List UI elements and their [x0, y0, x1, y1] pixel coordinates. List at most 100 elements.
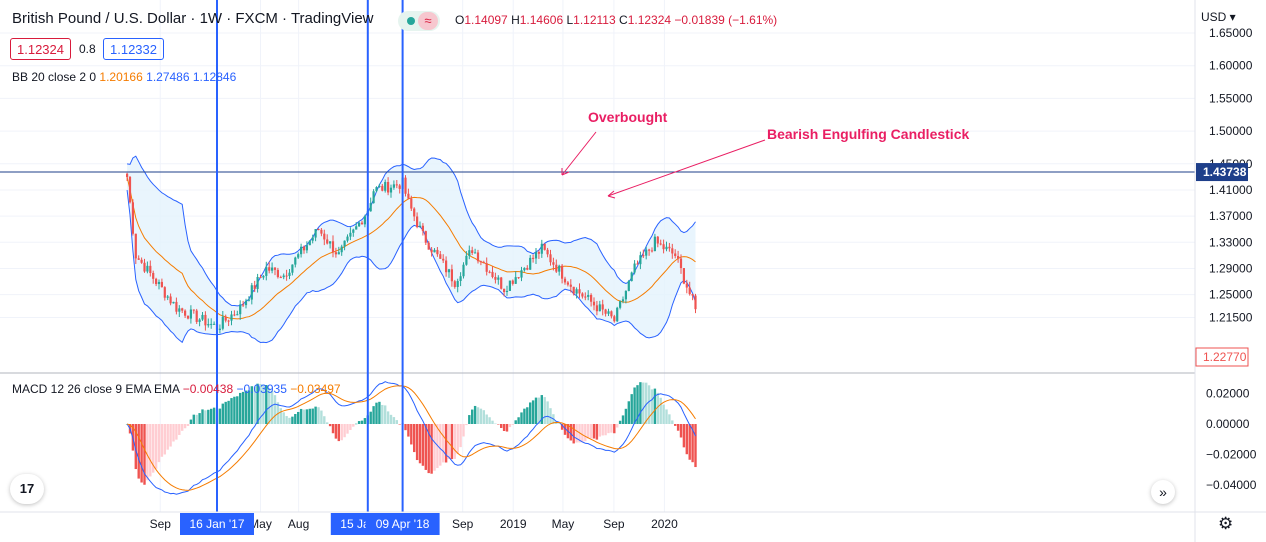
macd-histogram-bar — [352, 424, 355, 427]
ohlc-change: −0.01839 (−1.61%) — [674, 13, 778, 27]
macd-histogram-bar — [413, 424, 416, 453]
macd-histogram-bar — [146, 424, 149, 481]
candle-body — [262, 275, 265, 278]
macd-histogram-bar — [572, 424, 575, 444]
macd-histogram-bar — [236, 396, 239, 424]
symbol-title[interactable]: British Pound / U.S. Dollar · 1W · FXCM … — [12, 10, 374, 27]
candle-body — [392, 184, 395, 188]
candle-body — [624, 290, 627, 300]
marker-date-label: 09 Apr '18 — [376, 517, 430, 531]
macd-histogram-bar — [421, 424, 425, 466]
macd-histogram-bar — [169, 424, 172, 447]
macd-histogram-bar — [462, 424, 465, 437]
macd-histogram-bar — [381, 404, 384, 424]
gear-icon[interactable]: ⚙ — [1218, 514, 1234, 533]
candle-body — [555, 264, 558, 272]
price-tick-label: 1.65000 — [1209, 26, 1253, 40]
macd-histogram-bar — [140, 424, 143, 483]
candle-body — [613, 316, 616, 322]
candle-body — [337, 252, 340, 255]
scroll-forward-icon[interactable]: » — [1151, 480, 1175, 504]
candle-body — [163, 287, 166, 298]
candle-body — [642, 255, 645, 257]
macd-histogram-bar — [389, 414, 393, 424]
macd-histogram-bar — [587, 424, 590, 439]
candle-body — [421, 225, 424, 232]
candle-body — [152, 272, 155, 279]
macd-histogram-bar — [647, 385, 651, 424]
time-tick-label: Sep — [603, 517, 625, 531]
macd-histogram-bar — [192, 414, 195, 424]
candle-body — [662, 244, 665, 250]
candle-body — [566, 282, 569, 285]
macd-histogram-bar — [349, 424, 352, 431]
candle-body — [213, 323, 216, 325]
macd-histogram-bar — [418, 424, 422, 464]
macd-histogram-bar — [650, 389, 654, 424]
candle-body — [184, 310, 187, 316]
candle-body — [619, 301, 622, 308]
macd-histogram-bar — [227, 400, 230, 424]
candle-body — [578, 289, 581, 294]
macd-histogram-bar — [305, 409, 309, 424]
marker-date-label-bg — [365, 513, 440, 535]
macd-histogram-bar — [241, 391, 245, 424]
macd-histogram-bar — [653, 388, 657, 424]
macd-histogram-bar — [514, 420, 517, 424]
candle-body — [169, 296, 172, 304]
currency-selector[interactable]: USD ▾ — [1201, 10, 1236, 24]
macd-histogram-bar — [645, 382, 648, 424]
macd-histogram-bar — [407, 424, 410, 437]
candle-body — [590, 294, 593, 302]
macd-histogram-bar — [273, 395, 277, 424]
macd-line — [126, 381, 696, 495]
macd-histogram-bar — [610, 424, 613, 433]
candle-body — [323, 233, 326, 240]
tradingview-logo-icon[interactable]: 17 — [10, 474, 44, 504]
sell-price-button[interactable]: 1.12324 — [10, 38, 71, 60]
macd-histogram-bar — [517, 417, 520, 424]
candle-body — [404, 177, 407, 194]
macd-histogram-bar — [331, 424, 335, 434]
macd-histogram-bar — [497, 424, 500, 425]
candle-body — [276, 269, 279, 278]
macd-histogram-bar — [459, 424, 462, 448]
candle-body — [384, 181, 387, 191]
marker-date-label: 16 Jan '17 — [189, 517, 244, 531]
candle-body — [271, 267, 274, 271]
macd-histogram-bar — [502, 424, 506, 431]
macd-legend[interactable]: MACD 12 26 close 9 EMA EMA −0.00438 −0.0… — [12, 382, 341, 396]
candle-body — [462, 264, 465, 277]
macd-histogram-bar — [500, 424, 503, 429]
macd-histogram-bar — [250, 386, 253, 424]
macd-histogram-bar — [642, 382, 645, 424]
market-status-toggle[interactable]: ≈ — [398, 11, 440, 31]
candle-body — [645, 249, 648, 256]
macd-label: MACD 12 26 close 9 EMA EMA — [12, 382, 180, 396]
ohlc-high: 1.14606 — [519, 13, 564, 27]
macd-histogram-bar — [160, 424, 164, 457]
macd-histogram-bar — [450, 424, 454, 460]
macd-histogram-bar — [569, 424, 572, 441]
buy-price-button[interactable]: 1.12332 — [103, 38, 164, 60]
bollinger-legend[interactable]: BB 20 close 2 0 1.20166 1.27486 1.12846 — [12, 70, 236, 84]
candle-body — [259, 276, 262, 278]
macd-histogram-bar — [668, 414, 671, 424]
candle-body — [453, 281, 456, 287]
macd-histogram-bar — [398, 424, 401, 425]
macd-histogram-bar — [183, 424, 187, 429]
candle-body — [134, 233, 137, 259]
time-tick-label: 2019 — [500, 517, 527, 531]
macd-histogram-bar — [543, 397, 546, 424]
macd-histogram-bar — [430, 424, 433, 474]
bollinger-fill — [127, 156, 696, 343]
macd-signal-value: −0.03497 — [290, 382, 341, 396]
price-tick-label: 1.21500 — [1209, 310, 1253, 324]
candle-body — [668, 246, 671, 249]
macd-pane — [125, 381, 697, 495]
macd-histogram-bar — [328, 424, 332, 427]
price-tick-label: 1.29000 — [1209, 261, 1253, 275]
macd-histogram-bar — [410, 424, 413, 445]
annotation-arrow-bearish — [607, 139, 766, 197]
